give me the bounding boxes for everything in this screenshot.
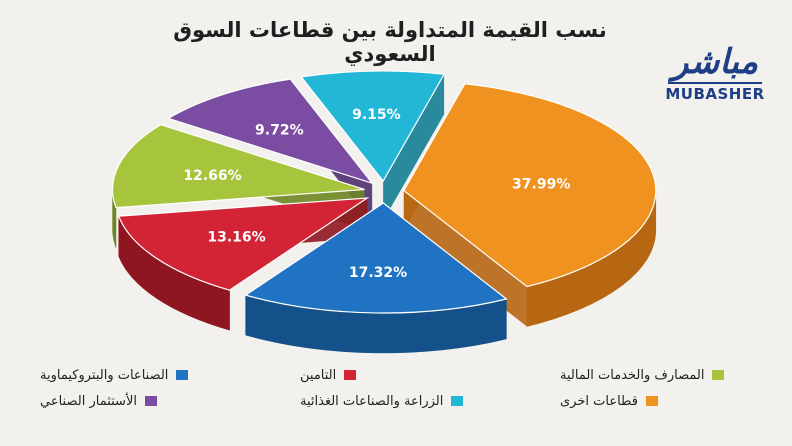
- pie-slice-2: [244, 202, 508, 314]
- chart-title: نسب القيمة المتداولة بين قطاعات السوق ال…: [173, 18, 607, 66]
- legend-item-2: الصناعات والبتروكيماوية: [40, 366, 240, 384]
- legend-swatch: [176, 370, 189, 380]
- legend-label: الزراعة والصناعات الغذائية: [300, 393, 444, 409]
- pie-slice-1: [403, 83, 657, 288]
- legend-item-5: الأستثمار الصناعي: [40, 392, 240, 410]
- logo-arabic-text: مباشر: [671, 42, 759, 82]
- legend-label: الصناعات والبتروكيماوية: [40, 367, 169, 383]
- mubasher-logo: مباشر MUBASHER: [660, 42, 770, 104]
- legend-item-1: قطاعات اخرى: [560, 392, 760, 410]
- data-label-1: 37.99%: [512, 177, 570, 193]
- legend-label: قطاعات اخرى: [560, 393, 638, 409]
- legend-label: التامين: [300, 367, 337, 383]
- logo-divider: [668, 82, 762, 84]
- legend-item-6: الزراعة والصناعات الغذائية: [300, 392, 500, 410]
- legend-swatch: [645, 396, 658, 406]
- pie-slice-5: [166, 78, 374, 185]
- legend-label: الأستثمار الصناعي: [40, 393, 137, 409]
- legend-swatch: [451, 396, 464, 406]
- data-label-3: 13.16%: [207, 229, 265, 245]
- pie-top-faces: [111, 70, 657, 314]
- legend-swatch: [712, 370, 725, 380]
- legend-item-3: التامين: [300, 366, 500, 384]
- pie-slice-3: [117, 197, 370, 291]
- data-label-2: 17.32%: [349, 265, 407, 281]
- legend-item-4: المصارف والخدمات المالية: [560, 366, 760, 384]
- pie-slice-4: [111, 124, 365, 209]
- legend-swatch: [144, 396, 157, 406]
- pie-slice-cut-6: [383, 74, 445, 222]
- data-label-6: 9.15%: [352, 107, 401, 123]
- legend-label: المصارف والخدمات المالية: [560, 367, 705, 383]
- logo-latin-text: MUBASHER: [665, 85, 765, 103]
- pie-slice-6: [300, 70, 446, 183]
- pie-data-labels: 37.99% 17.32% 13.16% 12.66% 9.72% 9.15%: [183, 107, 570, 281]
- data-label-5: 9.72%: [255, 122, 304, 138]
- data-label-4: 12.66%: [183, 168, 241, 184]
- legend-swatch: [344, 370, 357, 380]
